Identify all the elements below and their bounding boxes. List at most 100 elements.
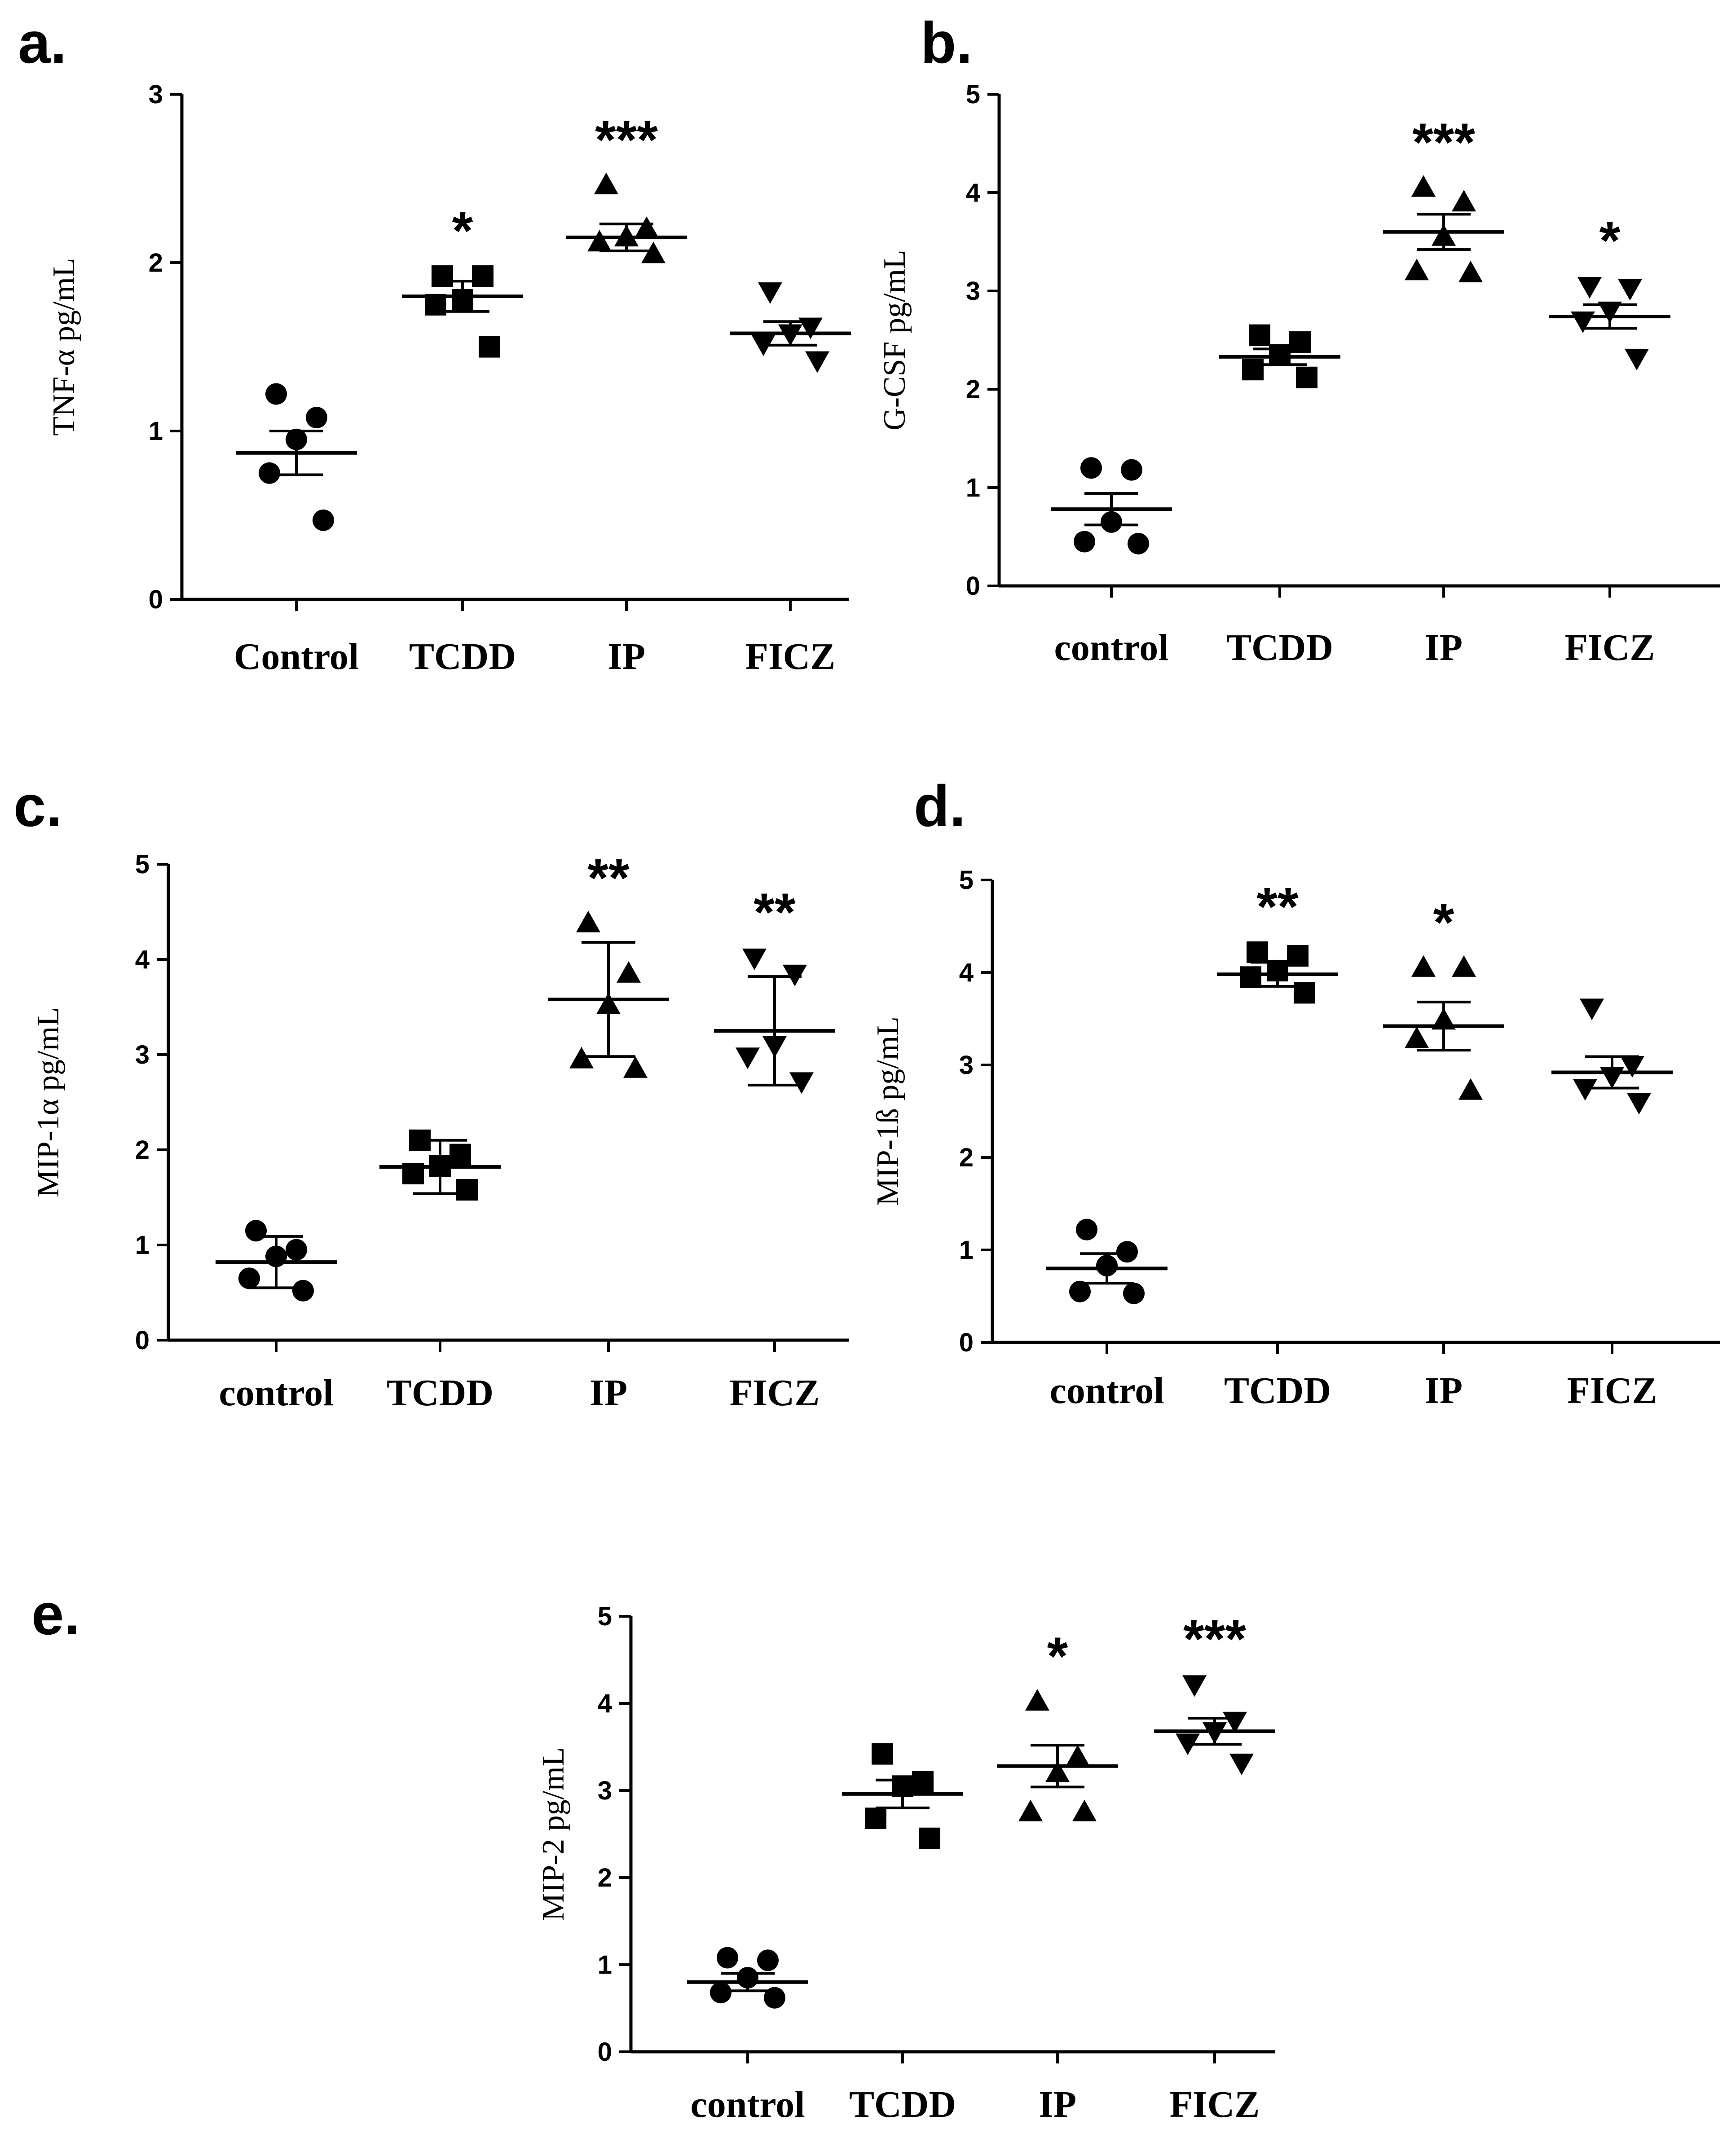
y-tick-label: 2 bbox=[149, 248, 163, 277]
data-point bbox=[1074, 531, 1095, 553]
data-point bbox=[1025, 1689, 1049, 1711]
x-category-label: FICZ bbox=[1170, 2084, 1260, 2125]
data-point bbox=[1080, 457, 1102, 479]
data-point bbox=[1296, 366, 1317, 388]
data-point bbox=[1072, 1799, 1097, 1821]
data-point bbox=[1577, 277, 1602, 299]
data-point bbox=[789, 1072, 814, 1094]
y-tick-label: 4 bbox=[966, 178, 980, 207]
data-point bbox=[265, 383, 287, 405]
significance-marker: * bbox=[452, 201, 473, 261]
y-tick-label: 0 bbox=[966, 572, 980, 601]
data-point bbox=[259, 462, 280, 484]
data-point bbox=[623, 1056, 648, 1078]
x-category-label: TCDD bbox=[849, 2084, 956, 2125]
data-point bbox=[710, 1982, 731, 2004]
data-point bbox=[1580, 999, 1604, 1021]
data-point bbox=[1123, 1282, 1145, 1304]
data-point bbox=[617, 961, 641, 983]
x-category-label: TCDD bbox=[409, 636, 516, 677]
significance-marker: ** bbox=[753, 882, 796, 942]
data-point bbox=[641, 242, 665, 264]
data-point bbox=[1573, 1079, 1597, 1101]
data-point bbox=[1116, 1241, 1138, 1263]
x-category-label: Control bbox=[234, 636, 359, 677]
data-point bbox=[736, 1047, 760, 1069]
x-category-label: IP bbox=[1039, 2084, 1076, 2125]
data-point bbox=[912, 1771, 934, 1793]
x-category-label: control bbox=[690, 2084, 805, 2125]
significance-marker: * bbox=[1433, 893, 1454, 953]
data-point bbox=[472, 265, 493, 287]
y-tick-label: 0 bbox=[149, 585, 163, 614]
y-axis-label: MIP-1ß pg/mL bbox=[871, 1016, 905, 1206]
panel-a: a. 0 1 2 3 TNF-α pg/mL Control TCDD * IP *** FICZ bbox=[18, 10, 851, 677]
x-category-label: FICZ bbox=[730, 1372, 820, 1414]
data-point bbox=[313, 509, 334, 531]
x-category-label: FICZ bbox=[745, 636, 836, 677]
data-point bbox=[1405, 1026, 1429, 1048]
data-point bbox=[587, 230, 612, 251]
y-tick-label: 1 bbox=[959, 1236, 974, 1265]
y-tick-label: 1 bbox=[598, 1950, 612, 1979]
x-category-label: IP bbox=[1425, 627, 1463, 669]
data-point bbox=[798, 317, 823, 339]
y-tick-label: 1 bbox=[966, 473, 980, 502]
y-tick-label: 3 bbox=[598, 1776, 612, 1805]
y-tick-label: 2 bbox=[598, 1863, 612, 1892]
y-tick-label: 4 bbox=[135, 945, 150, 974]
y-tick-label: 3 bbox=[966, 277, 980, 306]
data-point bbox=[1242, 359, 1264, 381]
data-point bbox=[1620, 1056, 1644, 1078]
x-category-label: control bbox=[219, 1372, 333, 1414]
data-point bbox=[1452, 189, 1476, 211]
significance-marker: * bbox=[1047, 1626, 1068, 1686]
data-point bbox=[872, 1743, 893, 1765]
data-point bbox=[1240, 966, 1261, 988]
x-category-label: IP bbox=[590, 1372, 627, 1414]
panel-e: e. 0 1 2 3 4 5 MIP-2 pg/mL control TCDD IP * FICZ *** bbox=[31, 1581, 1275, 2125]
data-point bbox=[1618, 279, 1642, 301]
data-point bbox=[449, 1144, 471, 1166]
data-point bbox=[919, 1827, 940, 1849]
y-tick-label: 5 bbox=[598, 1602, 612, 1631]
x-category-label: FICZ bbox=[1567, 1370, 1657, 1412]
data-point bbox=[1249, 324, 1270, 346]
x-category-label: control bbox=[1054, 627, 1168, 669]
y-tick-label: 0 bbox=[598, 2037, 612, 2067]
data-point bbox=[1121, 459, 1142, 481]
y-tick-label: 0 bbox=[135, 1326, 150, 1355]
data-point bbox=[805, 351, 829, 373]
panel-letter: b. bbox=[921, 10, 973, 75]
significance-marker: *** bbox=[1412, 112, 1475, 172]
x-category-label: TCDD bbox=[387, 1372, 493, 1414]
data-point bbox=[1229, 1753, 1254, 1775]
data-point bbox=[594, 172, 618, 194]
y-axis-label: G-CSF pg/mL bbox=[877, 250, 912, 431]
y-tick-label: 5 bbox=[959, 866, 974, 895]
data-point bbox=[865, 1808, 886, 1830]
data-point bbox=[1458, 260, 1483, 282]
y-axis-label: MIP-2 pg/mL bbox=[536, 1747, 571, 1921]
panel-c: c. 0 1 2 3 4 5 MIP-1α pg/mL control TCDD IP ** FICZ *… bbox=[13, 773, 849, 1414]
data-point bbox=[1571, 311, 1595, 333]
y-tick-label: 3 bbox=[959, 1051, 974, 1080]
data-point bbox=[1066, 1745, 1090, 1767]
y-axis-label: MIP-1α pg/mL bbox=[31, 1007, 66, 1197]
data-point bbox=[238, 1267, 260, 1289]
panel-letter: a. bbox=[18, 10, 66, 75]
data-point bbox=[1405, 259, 1429, 281]
y-tick-label: 1 bbox=[135, 1231, 150, 1260]
data-point bbox=[634, 216, 659, 238]
significance-marker: *** bbox=[1183, 1609, 1246, 1669]
data-point bbox=[1411, 955, 1436, 977]
significance-marker: *** bbox=[595, 110, 658, 170]
x-category-label: IP bbox=[608, 636, 645, 677]
data-point bbox=[1069, 1280, 1091, 1302]
y-tick-label: 1 bbox=[149, 417, 163, 446]
y-tick-label: 0 bbox=[959, 1328, 974, 1357]
data-point bbox=[245, 1220, 267, 1242]
x-category-label: IP bbox=[1425, 1370, 1463, 1412]
data-point bbox=[479, 336, 500, 358]
data-point bbox=[456, 1179, 478, 1201]
